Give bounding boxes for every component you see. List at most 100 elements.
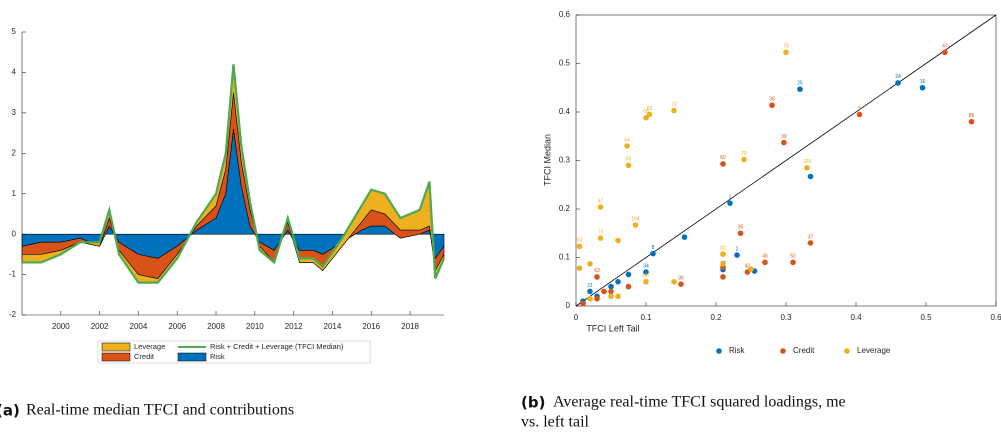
y-tick-label: 0.2 [559,204,571,213]
diagonal [575,14,997,307]
x-tick-label: 0.1 [640,313,652,322]
point-label: 8 [652,245,655,251]
point [597,235,604,241]
point-label: 35 [738,225,744,231]
point [608,293,614,300]
point [608,283,614,290]
point-label: 69 [647,106,653,112]
legend-marker [780,348,786,354]
x-tick-label: 2018 [401,322,419,331]
y-tick-label: -1 [9,270,17,279]
point-label: 67 [598,198,604,204]
y-tick-label: -2 [9,310,17,319]
point [597,204,604,210]
point [748,266,754,272]
point [671,107,677,114]
legend-label: Risk [210,352,225,361]
point-label: 83 [720,245,726,251]
y-tick-label: 4 [12,68,17,77]
legend-swatch [177,352,207,362]
point-label: 45 [762,254,768,260]
point [797,86,803,93]
y-tick-label: 0.4 [559,107,571,116]
point-label: 42 [745,263,751,269]
point-label: 16 [920,79,926,85]
point-label: 1 [729,195,732,201]
point-label: 34 [643,263,649,269]
point [580,300,586,307]
point-label: 103 [803,159,812,165]
legend-marker [716,348,722,354]
point [720,261,726,267]
caption-label: (b) [521,394,545,412]
point [587,261,593,267]
point [769,102,775,109]
point [734,252,740,258]
caption: vs. left tail [521,414,590,431]
point [576,243,583,250]
point [576,265,583,271]
point [895,80,901,86]
x-tick-label: 2016 [362,322,380,331]
point [594,295,600,302]
legend-label: Leverage [857,346,891,355]
point [624,143,630,149]
point-label: 78 [783,44,789,50]
x-tick-label: 2006 [168,322,186,331]
point [625,283,632,290]
point [615,278,621,285]
point-label: 39 [781,134,787,140]
y-tick-label: 5 [12,27,17,36]
x-tick-label: 0.2 [710,313,722,322]
caption: Real-time median TFCI and contributions [26,402,294,419]
point-label: 72 [671,102,677,108]
legend-label: Credit [134,352,155,361]
point [601,288,607,295]
point [625,162,632,169]
point [632,222,639,228]
legend-box [97,340,371,364]
x-tick-label: 2004 [130,322,148,331]
point-label: 65 [626,157,632,163]
legend-label: Risk [729,346,746,355]
point [737,230,744,237]
point [587,288,593,295]
x-axis-label: TFCI Left Tail [586,323,639,333]
x-tick-label: 0.4 [850,313,862,322]
point [615,293,621,300]
y-tick-label: 0 [12,229,17,238]
point [727,200,733,206]
point [625,271,632,278]
point [919,84,926,91]
y-tick-label: 0.1 [559,253,571,262]
legend-swatch [101,352,131,362]
point [790,259,796,266]
axes-box [575,14,997,307]
point [804,164,810,171]
x-tick-label: 2010 [246,322,264,331]
point-label: 24 [895,74,901,80]
y-tick-label: 0.6 [559,10,571,19]
point [681,234,688,240]
point [678,281,684,287]
y-tick-label: 3 [12,108,17,117]
point-label: 79 [741,151,747,157]
point [968,118,975,125]
point-label: 71 [598,229,604,235]
caption-label: (a) [0,402,20,420]
point-label: 60 [720,155,726,161]
x-tick-label: 2002 [91,322,109,331]
point-label: 52 [790,254,796,260]
point [615,237,621,244]
point [671,278,677,285]
y-tick-label: 0.3 [559,156,571,165]
point [643,269,649,275]
legend-label: Risk + Credit + Leverage (TFCI Median) [210,342,344,351]
point [856,111,863,118]
point [807,173,814,180]
x-tick-label: 2000 [52,322,70,331]
point [762,259,768,266]
point [781,139,787,146]
point-label: 37 [808,234,814,240]
